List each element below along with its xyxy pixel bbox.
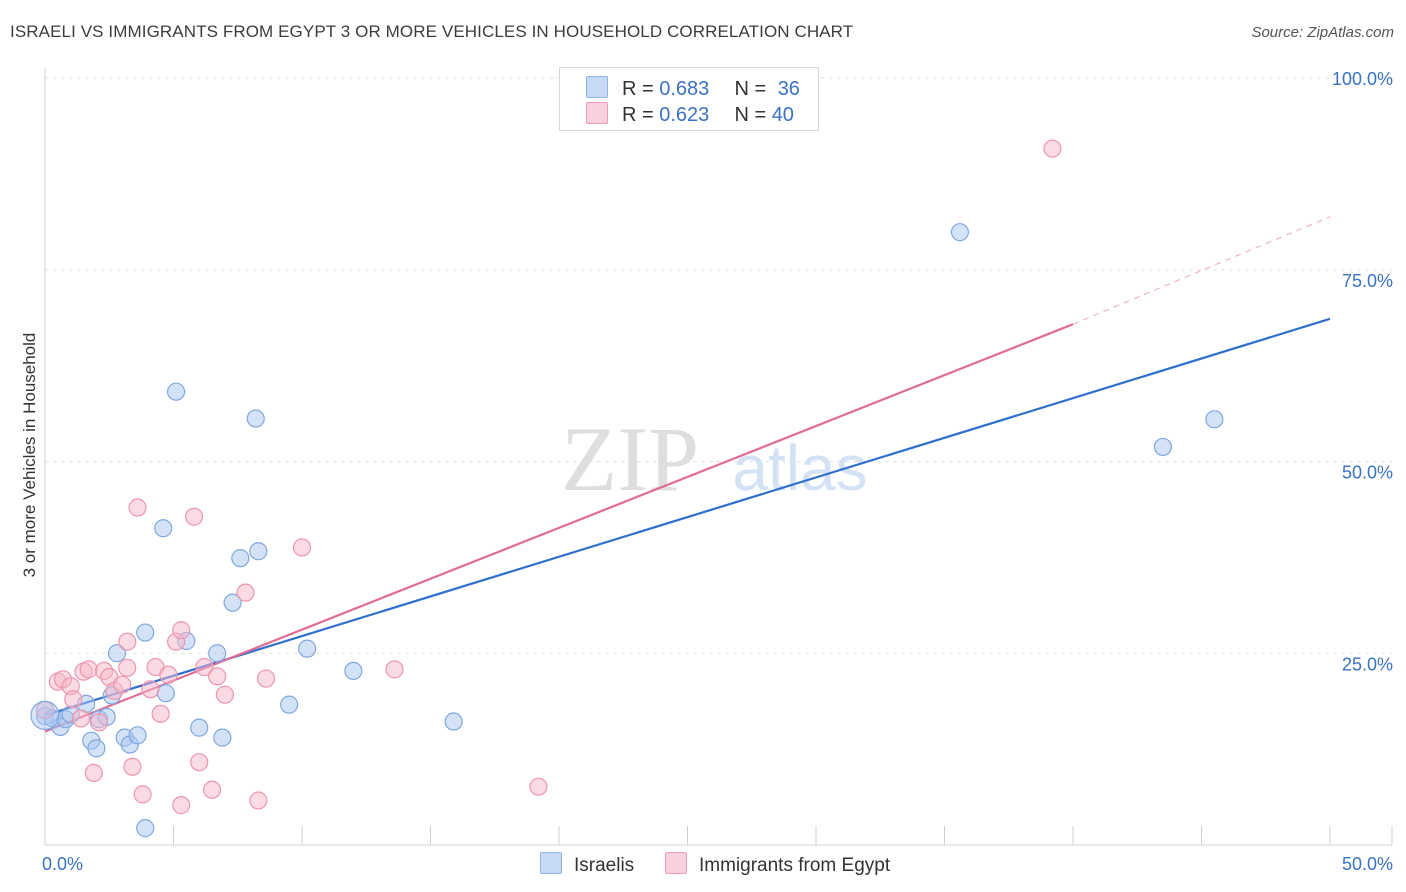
trend-lines bbox=[44, 216, 1331, 733]
y-tick-label-2: 75.0% bbox=[1342, 271, 1393, 291]
israelis-point-17 bbox=[154, 519, 173, 538]
source-label: Source: ZipAtlas.com bbox=[1251, 24, 1394, 41]
x-tick-label-0: 0.0% bbox=[42, 854, 83, 874]
israelis-point-30 bbox=[344, 661, 363, 680]
watermark: ZIP atlas bbox=[561, 408, 868, 510]
egypt-point-28 bbox=[195, 657, 214, 677]
egypt-trend-dashed bbox=[1072, 216, 1331, 325]
israelis-point-31 bbox=[444, 712, 463, 731]
bottom-legend-egypt: Immigrants from Egypt bbox=[665, 852, 890, 877]
israelis-point-25 bbox=[231, 549, 250, 568]
y-tick-label-3: 100.0% bbox=[1332, 69, 1393, 89]
bottom-legend-israelis: Israelis bbox=[540, 852, 634, 877]
egypt-point-38 bbox=[1043, 139, 1062, 158]
israelis-point-7 bbox=[87, 739, 106, 758]
israelis-n-value: 36 bbox=[777, 78, 800, 100]
egypt-point-17 bbox=[128, 498, 147, 517]
egypt-r-value: 0.623 bbox=[659, 104, 710, 126]
egypt-point-22 bbox=[159, 665, 178, 684]
egypt-point-4 bbox=[64, 690, 83, 709]
egypt-point-13 bbox=[112, 675, 132, 694]
egypt-point-14 bbox=[118, 658, 137, 677]
israelis-point-11 bbox=[107, 644, 127, 663]
egypt-point-25 bbox=[172, 796, 191, 815]
israelis-point-28 bbox=[280, 695, 299, 714]
israelis-point-16 bbox=[136, 819, 155, 838]
egypt-point-30 bbox=[208, 667, 227, 686]
israelis-point-19 bbox=[166, 382, 186, 401]
egypt-trend-line bbox=[44, 323, 1074, 733]
israelis-point-23 bbox=[213, 728, 232, 747]
israelis-point-32 bbox=[950, 223, 970, 242]
data-points bbox=[30, 139, 1224, 838]
axes bbox=[44, 68, 1393, 846]
israelis-point-29 bbox=[298, 639, 317, 658]
egypt-point-8 bbox=[84, 763, 103, 783]
israelis-cluster-point bbox=[30, 700, 60, 730]
y-tick-label-0: 25.0% bbox=[1342, 654, 1393, 674]
egypt-point-35 bbox=[292, 538, 312, 557]
israelis-r-value: 0.683 bbox=[659, 78, 710, 100]
egypt-point-24 bbox=[172, 621, 191, 640]
legend-row-egypt: R = 0.623 N = 40 bbox=[586, 102, 794, 126]
egypt-point-26 bbox=[184, 507, 204, 526]
egypt-n-value: 40 bbox=[771, 104, 794, 126]
chart-title: ISRAELI VS IMMIGRANTS FROM EGYPT 3 OR MO… bbox=[10, 22, 854, 41]
x-tick-label-1: 50.0% bbox=[1342, 854, 1393, 874]
stats-legend: R = 0.683 N = 36 R = 0.623 N = 40 bbox=[559, 67, 819, 131]
egypt-point-32 bbox=[236, 583, 255, 602]
egypt-point-37 bbox=[529, 777, 548, 796]
bottom-israelis-label: Israelis bbox=[574, 855, 635, 876]
israelis-trend-line bbox=[44, 317, 1331, 717]
israelis-point-14 bbox=[128, 726, 147, 745]
israelis-n-label: N = bbox=[734, 78, 767, 100]
israelis-point-21 bbox=[190, 718, 209, 737]
egypt-point-36 bbox=[385, 660, 404, 679]
bottom-israelis-swatch bbox=[540, 852, 562, 874]
israelis-swatch bbox=[586, 76, 608, 98]
israelis-point-24 bbox=[223, 593, 242, 612]
legend-row-israelis: R = 0.683 N = 36 bbox=[586, 76, 800, 100]
egypt-point-9 bbox=[89, 713, 109, 732]
bottom-egypt-swatch bbox=[665, 852, 687, 874]
egypt-point-34 bbox=[256, 669, 276, 688]
egypt-n-label: N = bbox=[734, 104, 767, 126]
watermark-zip: ZIP bbox=[561, 408, 699, 510]
egypt-swatch bbox=[586, 102, 608, 124]
israelis-point-27 bbox=[249, 542, 268, 561]
israelis-point-26 bbox=[246, 409, 265, 428]
israelis-point-15 bbox=[136, 623, 155, 642]
egypt-point-7 bbox=[79, 660, 98, 679]
israelis-point-33 bbox=[1153, 437, 1173, 457]
egypt-point-19 bbox=[141, 680, 160, 699]
egypt-point-29 bbox=[202, 780, 222, 799]
egypt-r-label: R = bbox=[622, 104, 654, 126]
egypt-point-16 bbox=[123, 757, 142, 776]
egypt-point-18 bbox=[133, 785, 152, 804]
israelis-r-label: R = bbox=[622, 78, 654, 100]
egypt-point-31 bbox=[215, 685, 234, 704]
israelis-point-22 bbox=[208, 644, 227, 663]
y-tick-label-1: 50.0% bbox=[1342, 463, 1393, 483]
egypt-point-27 bbox=[190, 753, 209, 772]
tick-labels: 25.0% 50.0% 75.0% 100.0% 0.0% 50.0% bbox=[42, 69, 1393, 874]
egypt-point-5 bbox=[71, 709, 91, 728]
bottom-egypt-label: Immigrants from Egypt bbox=[699, 855, 891, 876]
egypt-point-15 bbox=[118, 632, 137, 651]
israelis-point-18 bbox=[156, 684, 175, 703]
grid-lines bbox=[45, 77, 1392, 654]
egypt-point-21 bbox=[151, 704, 170, 723]
israelis-point-34 bbox=[1205, 410, 1224, 429]
egypt-point-33 bbox=[249, 791, 268, 810]
